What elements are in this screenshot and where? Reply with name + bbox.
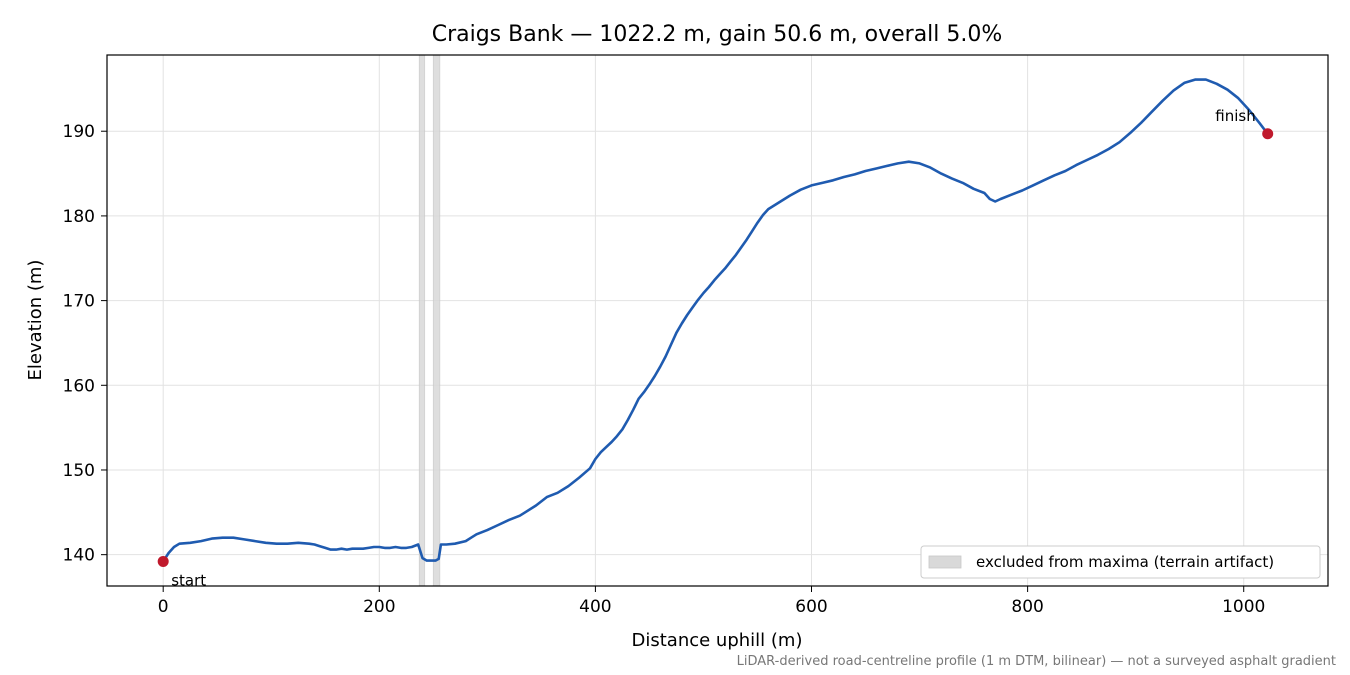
x-tick-label: 0 [158, 597, 169, 617]
x-axis-label: Distance uphill (m) [632, 630, 803, 651]
y-tick-label: 170 [63, 292, 95, 312]
legend: excluded from maxima (terrain artifact) [920, 545, 1321, 579]
axis-ticks: 0 200 400 600 800 1000 140 150 160 170 180 190 [63, 122, 1266, 617]
footnote: LiDAR-derived road-centreline profile (1… [737, 654, 1336, 669]
y-tick-label: 150 [63, 461, 95, 481]
y-tick-label: 140 [63, 546, 95, 566]
finish-marker [1262, 128, 1274, 140]
start-label: start [171, 571, 206, 589]
y-axis-label: Elevation (m) [25, 260, 46, 381]
y-tick-label: 190 [63, 122, 95, 142]
markers-layer: start finish [157, 107, 1274, 589]
y-tick-label: 180 [63, 207, 95, 227]
plot-area-frame [106, 54, 1329, 587]
legend-swatch [928, 555, 962, 569]
x-tick-label: 200 [363, 597, 395, 617]
finish-label: finish [1215, 107, 1255, 125]
excluded-band [432, 54, 441, 587]
excluded-band [418, 54, 426, 587]
start-marker [157, 555, 169, 567]
excluded-bands [418, 54, 441, 587]
x-tick-label: 400 [579, 597, 611, 617]
elevation-line [162, 78, 1269, 563]
x-tick-label: 1000 [1222, 597, 1265, 617]
y-tick-label: 160 [63, 376, 95, 396]
legend-label: excluded from maxima (terrain artifact) [976, 553, 1274, 571]
grid-lines [107, 55, 1328, 586]
legend-box [920, 545, 1321, 579]
x-tick-label: 800 [1011, 597, 1043, 617]
chart-title: Craigs Bank — 1022.2 m, gain 50.6 m, ove… [432, 22, 1003, 47]
series-layer [162, 78, 1269, 563]
x-tick-label: 600 [795, 597, 827, 617]
